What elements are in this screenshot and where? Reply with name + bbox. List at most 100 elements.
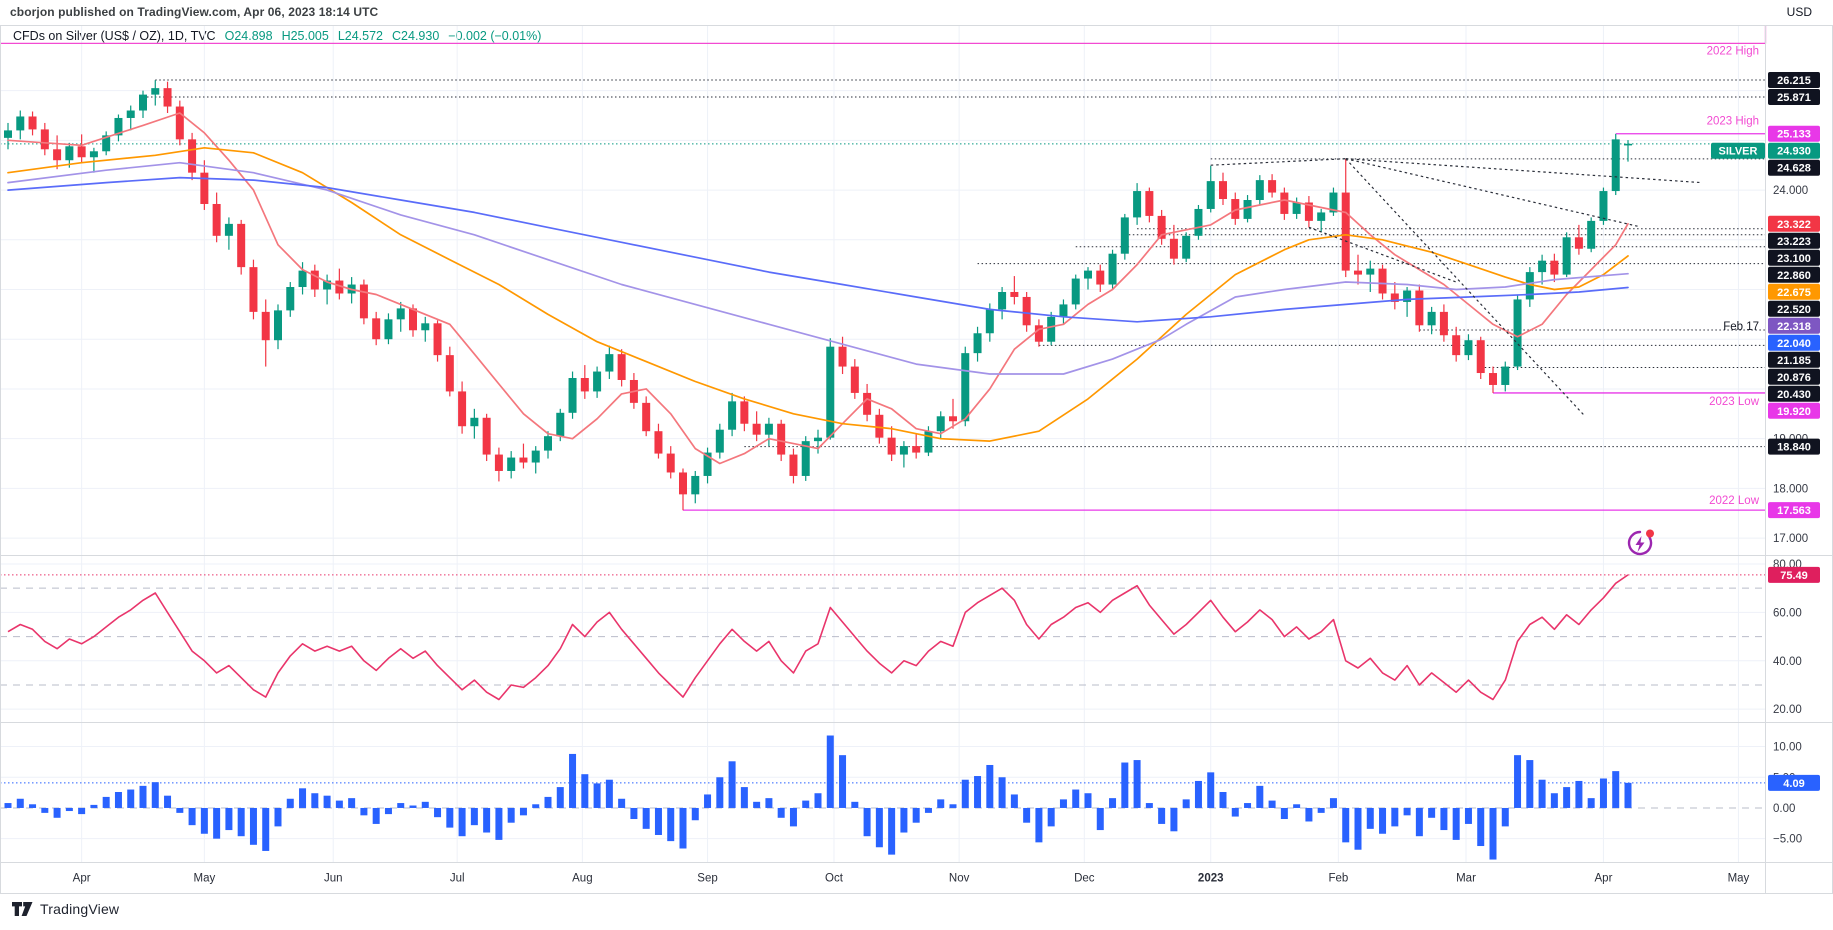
symbol-title: CFDs on Silver (US$ / OZ), 1D, TVC	[13, 29, 216, 43]
publish-info: cborjon published on TradingView.com, Ap…	[10, 5, 379, 19]
svg-text:2023 Low: 2023 Low	[1709, 396, 1760, 408]
close-value: C24.930	[392, 29, 440, 43]
tradingview-logo-text: TradingView	[40, 901, 120, 917]
price-axis-label: 23.100	[1768, 249, 1820, 266]
ma-baseline-blue	[7, 176, 1629, 323]
change-value: −0.002 (−0.01%)	[448, 29, 542, 43]
svg-text:22.318: 22.318	[1777, 321, 1811, 333]
svg-text:25.871: 25.871	[1777, 92, 1811, 104]
svg-text:22.675: 22.675	[1777, 287, 1811, 299]
svg-text:4.09: 4.09	[1783, 778, 1804, 790]
chart-legend[interactable]: CFDs on Silver (US$ / OZ), 1D, TVC O24.8…	[13, 29, 541, 43]
time-axis-label: Jul	[450, 873, 465, 885]
ma-medium-orange	[7, 146, 1629, 442]
time-axis-label: Feb	[1328, 873, 1348, 885]
svg-text:20.876: 20.876	[1777, 372, 1811, 384]
svg-text:24.628: 24.628	[1777, 163, 1811, 175]
level-lines	[0, 26, 1767, 511]
pane-borders	[0, 25, 1833, 894]
anchor-date-label: Feb 17	[1723, 321, 1759, 333]
svg-text:2023 High: 2023 High	[1707, 116, 1759, 128]
price-axis-label: 19.920	[1768, 402, 1820, 419]
time-axis-label: Sep	[697, 873, 717, 885]
price-axis-label: 24.930	[1768, 142, 1820, 159]
time-axis-label: Oct	[825, 873, 844, 885]
svg-text:17.000: 17.000	[1773, 533, 1808, 545]
svg-text:17.563: 17.563	[1777, 505, 1811, 517]
svg-text:19.920: 19.920	[1777, 406, 1811, 418]
price-axis-label: 26.215	[1768, 71, 1820, 88]
price-axis-label: 17.563	[1768, 502, 1820, 519]
svg-text:−5.00: −5.00	[1773, 834, 1802, 846]
price-axis-label: 23.223	[1768, 232, 1820, 249]
time-axis[interactable]: Apr May Jun Jul Aug Sep Oct Nov Dec 2023 Feb Mar Apr…	[73, 873, 1750, 885]
price-axis-label: 21.185	[1768, 351, 1820, 368]
svg-text:SILVER: SILVER	[1719, 146, 1758, 158]
tradingview-logo-icon	[12, 902, 33, 916]
low-value: L24.572	[337, 29, 384, 43]
svg-text:23.100: 23.100	[1777, 253, 1811, 265]
time-axis-label: May	[1728, 873, 1750, 885]
rsi-value-label: 75.49	[1768, 566, 1820, 583]
flash-icon-button[interactable]	[1623, 527, 1657, 559]
time-axis-label: Apr	[1595, 873, 1613, 885]
svg-text:18.000: 18.000	[1773, 483, 1808, 495]
tradingview-logo[interactable]: TradingView	[12, 901, 119, 917]
svg-text:23.322: 23.322	[1777, 219, 1811, 231]
svg-text:21.185: 21.185	[1777, 355, 1811, 367]
svg-text:26.215: 26.215	[1777, 75, 1811, 87]
price-axis-label: 22.520	[1768, 300, 1820, 317]
time-axis-label: Jun	[324, 873, 343, 885]
svg-text:22.520: 22.520	[1777, 304, 1811, 316]
svg-text:10.00: 10.00	[1773, 742, 1802, 754]
price-axis-label: 22.040	[1768, 334, 1820, 351]
time-axis-label: May	[193, 873, 215, 885]
time-axis-label: Mar	[1456, 873, 1476, 885]
symbol-name-tag: SILVER	[1711, 142, 1765, 159]
high-value: H25.005	[281, 29, 329, 43]
svg-text:25.133: 25.133	[1777, 129, 1811, 141]
svg-text:24.930: 24.930	[1777, 146, 1811, 158]
svg-text:20.430: 20.430	[1777, 389, 1811, 401]
price-axis-label: 20.430	[1768, 385, 1820, 402]
price-axis-label: 22.675	[1768, 283, 1820, 300]
svg-text:0.00: 0.00	[1773, 803, 1795, 815]
time-axis-label: Aug	[572, 873, 592, 885]
time-axis-label: 2023	[1198, 873, 1224, 885]
rsi-pane	[0, 574, 1765, 701]
price-axis-label: 20.876	[1768, 368, 1820, 385]
time-axis-label: Dec	[1074, 873, 1095, 885]
time-axis-label: Nov	[949, 873, 970, 885]
svg-text:75.49: 75.49	[1780, 570, 1808, 582]
price-axis-label: 23.322	[1768, 215, 1820, 232]
price-axis-label: 18.840	[1768, 438, 1820, 455]
svg-text:20.00: 20.00	[1773, 704, 1802, 716]
svg-text:40.00: 40.00	[1773, 656, 1802, 668]
currency-label: USD	[1786, 5, 1812, 19]
svg-text:18.840: 18.840	[1777, 442, 1811, 454]
gridlines	[0, 25, 1765, 862]
svg-text:22.860: 22.860	[1777, 270, 1811, 282]
svg-text:60.00: 60.00	[1773, 607, 1802, 619]
svg-text:23.223: 23.223	[1777, 236, 1811, 248]
price-axis-label: 22.318	[1768, 317, 1820, 334]
svg-text:22.040: 22.040	[1777, 338, 1811, 350]
time-axis-label: Apr	[73, 873, 91, 885]
price-axis-label: 22.860	[1768, 266, 1820, 283]
ma-slow-violet	[7, 161, 1629, 375]
price-axis-label: 25.133	[1768, 125, 1820, 142]
ma-fast-red	[7, 112, 1629, 465]
trendlines	[1210, 158, 1702, 417]
candlestick-series	[4, 80, 1632, 511]
svg-text:2022 Low: 2022 Low	[1709, 495, 1760, 507]
open-value: O24.898	[224, 29, 273, 43]
flash-icon	[1627, 529, 1654, 556]
svg-text:2022 High: 2022 High	[1707, 45, 1759, 57]
price-axis-label: 24.628	[1768, 159, 1820, 176]
side-annotations: 2022 High 2023 High 2023 Low 2022 Low	[1707, 45, 1760, 507]
price-axis-label: 25.871	[1768, 89, 1820, 106]
oscillator-bars	[0, 735, 1765, 860]
oscillator-value-label: 4.09	[1768, 774, 1820, 791]
